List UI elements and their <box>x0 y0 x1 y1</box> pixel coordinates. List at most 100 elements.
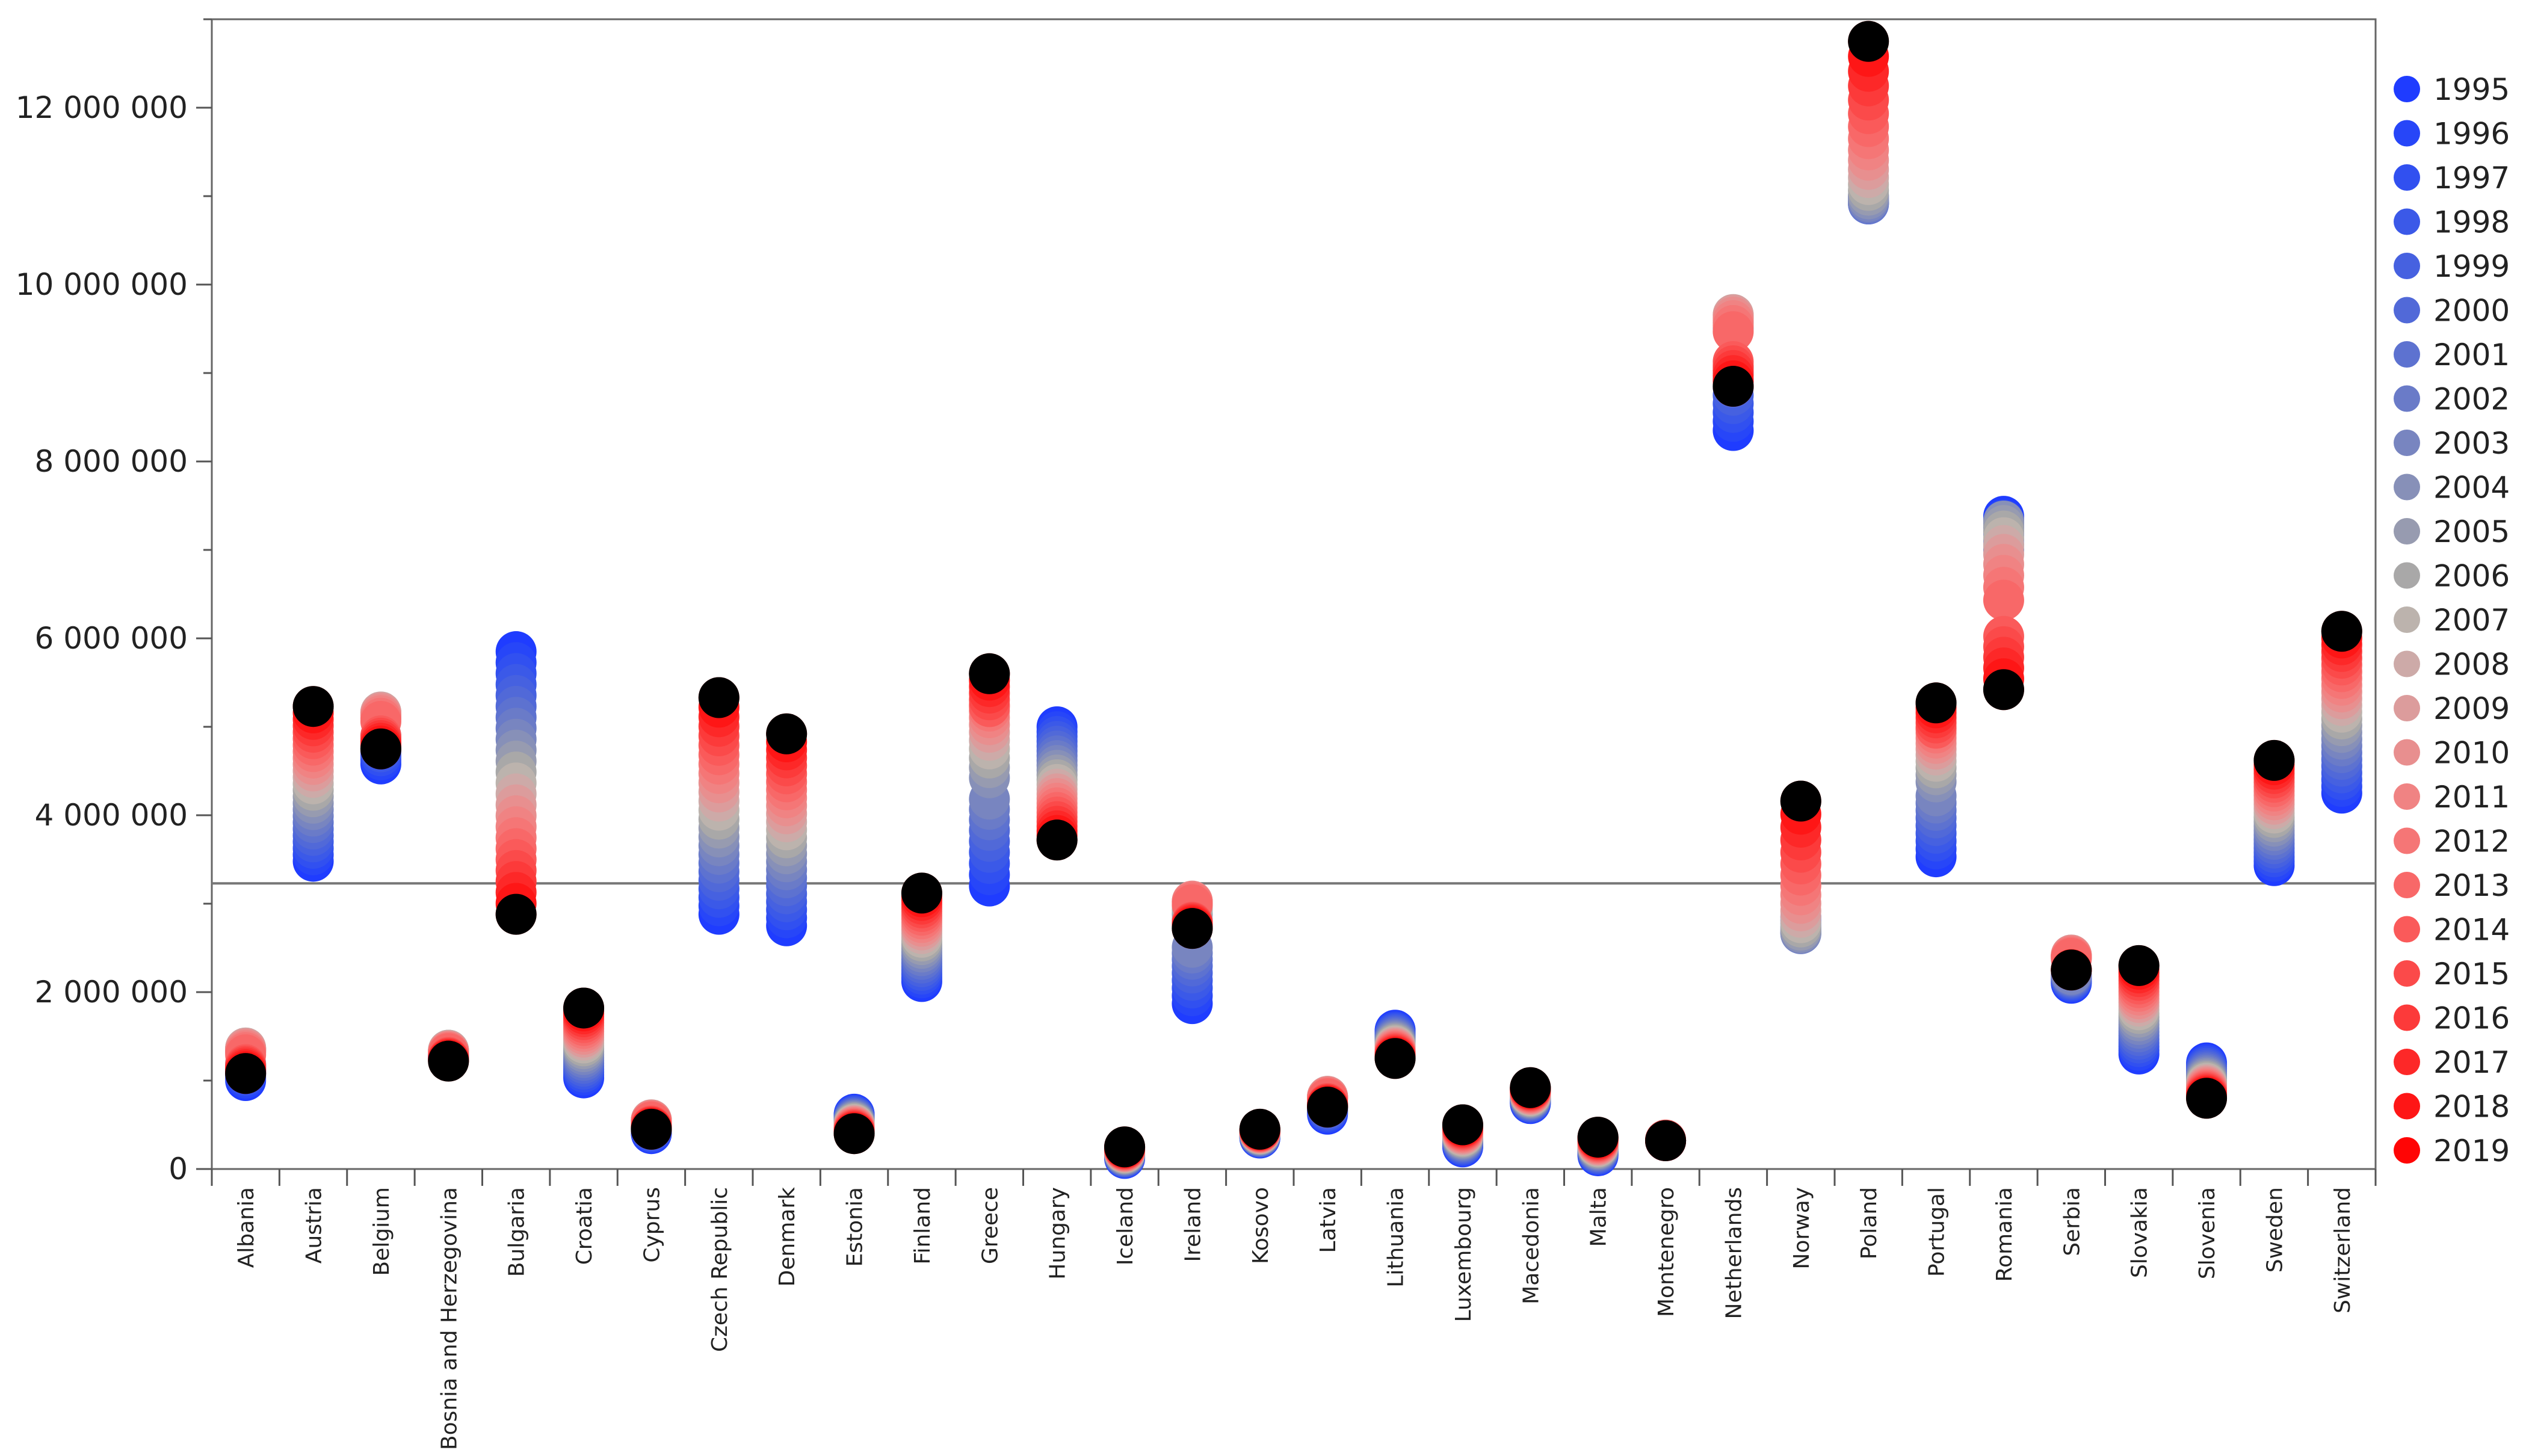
y-tick-label: 6 000 000 <box>35 621 188 656</box>
data-point-latest <box>428 1040 469 1082</box>
x-tick-label: Bulgaria <box>505 1187 530 1277</box>
x-tick-label: Poland <box>1857 1187 1882 1259</box>
data-point-latest <box>360 728 401 770</box>
legend-marker <box>2394 872 2420 898</box>
legend-label: 2017 <box>2433 1045 2510 1080</box>
legend-marker <box>2394 1137 2420 1164</box>
legend-marker <box>2394 385 2420 412</box>
legend-marker <box>2394 739 2420 766</box>
legend-marker <box>2394 208 2420 235</box>
data-point-latest <box>2118 945 2160 986</box>
data-point-latest <box>766 713 808 754</box>
x-tick-label: Luxembourg <box>1451 1187 1476 1322</box>
x-tick-label: Macedonia <box>1519 1187 1543 1304</box>
x-tick-label: Netherlands <box>1722 1187 1746 1319</box>
legend-label: 2013 <box>2433 868 2510 903</box>
legend-marker <box>2394 164 2420 191</box>
legend-label: 2011 <box>2433 780 2510 815</box>
legend-marker <box>2394 120 2420 147</box>
x-tick-label: Bosnia and Herzegovina <box>437 1187 462 1450</box>
x-tick-label: Iceland <box>1113 1187 1138 1265</box>
x-tick-label: Slovakia <box>2128 1187 2152 1278</box>
legend-label: 2012 <box>2433 824 2510 859</box>
data-point-latest <box>1172 908 1213 949</box>
data-point-latest <box>1307 1087 1348 1128</box>
x-tick-label: Albania <box>234 1187 259 1268</box>
data-point-latest <box>1442 1104 1483 1146</box>
data-point-latest <box>1848 20 1889 62</box>
y-tick-label: 0 <box>168 1152 188 1186</box>
data-point-latest <box>2253 739 2295 781</box>
x-tick-label: Czech Republic <box>708 1187 732 1352</box>
legend-marker <box>2394 1049 2420 1075</box>
legend-marker <box>2394 960 2420 987</box>
x-tick-label: Estonia <box>843 1187 868 1267</box>
legend-marker <box>2394 916 2420 943</box>
legend-marker <box>2394 783 2420 810</box>
data-point-latest <box>1577 1117 1619 1158</box>
x-tick-label: Serbia <box>2060 1187 2084 1256</box>
legend-label: 2015 <box>2433 957 2510 992</box>
legend-label: 2007 <box>2433 603 2510 638</box>
legend-label: 1995 <box>2433 72 2510 107</box>
data-point-latest <box>1983 669 2024 711</box>
data-point-latest <box>2186 1078 2228 1119</box>
data-point-latest <box>563 987 605 1029</box>
y-tick-label: 4 000 000 <box>35 798 188 833</box>
legend-label: 2016 <box>2433 1001 2510 1036</box>
legend-label: 2000 <box>2433 294 2510 329</box>
x-tick-label: Sweden <box>2262 1187 2287 1272</box>
x-tick-label: Portugal <box>1925 1187 1950 1277</box>
legend-marker <box>2394 341 2420 368</box>
legend-marker <box>2394 76 2420 102</box>
legend-marker <box>2394 253 2420 279</box>
legend-label: 1996 <box>2433 117 2510 152</box>
x-tick-label: Romania <box>1992 1187 2017 1282</box>
legend-marker <box>2394 297 2420 324</box>
y-tick-label: 10 000 000 <box>16 267 188 302</box>
legend-label: 2018 <box>2433 1090 2510 1124</box>
data-point-latest <box>1645 1120 1687 1161</box>
data-point-latest <box>631 1108 672 1150</box>
x-tick-label: Denmark <box>775 1187 800 1287</box>
x-tick-label: Slovenia <box>2195 1187 2220 1279</box>
data-point-latest <box>1780 780 1821 822</box>
y-tick-label: 2 000 000 <box>35 975 188 1010</box>
y-tick-label: 12 000 000 <box>16 90 188 125</box>
x-tick-label: Malta <box>1587 1187 1611 1247</box>
legend-label: 2001 <box>2433 338 2510 372</box>
data-point-latest <box>1510 1067 1551 1108</box>
legend-marker <box>2394 518 2420 544</box>
legend-label: 1998 <box>2433 205 2510 240</box>
legend-label: 2010 <box>2433 736 2510 771</box>
data-point-latest <box>1374 1038 1416 1079</box>
plot-frame <box>211 18 2377 1170</box>
data-point-latest <box>1239 1108 1280 1150</box>
legend-marker <box>2394 606 2420 633</box>
legend-label: 2014 <box>2433 913 2510 948</box>
legend-label: 2004 <box>2433 470 2510 505</box>
legend-marker <box>2394 695 2420 721</box>
legend-label: 2002 <box>2433 382 2510 417</box>
x-tick-label: Lithuania <box>1384 1187 1409 1288</box>
legend-marker <box>2394 650 2420 677</box>
data-point-latest <box>1036 819 1078 861</box>
data-point-latest <box>833 1113 875 1155</box>
legend-marker <box>2394 1093 2420 1120</box>
x-tick-label: Switzerland <box>2330 1187 2355 1313</box>
data-point-latest <box>225 1053 267 1094</box>
x-tick-label: Norway <box>1790 1187 1814 1269</box>
legend-marker <box>2394 1004 2420 1031</box>
data-point-latest <box>698 677 740 718</box>
data-point-latest <box>969 653 1010 694</box>
x-tick-label: Austria <box>302 1187 327 1263</box>
legend-label: 2008 <box>2433 647 2510 682</box>
legend-label: 1999 <box>2433 249 2510 284</box>
data-point-latest <box>1712 366 1754 407</box>
legend-marker <box>2394 827 2420 854</box>
legend-label: 2019 <box>2433 1134 2510 1168</box>
x-tick-label: Hungary <box>1046 1187 1070 1280</box>
data-point <box>1712 311 1754 353</box>
